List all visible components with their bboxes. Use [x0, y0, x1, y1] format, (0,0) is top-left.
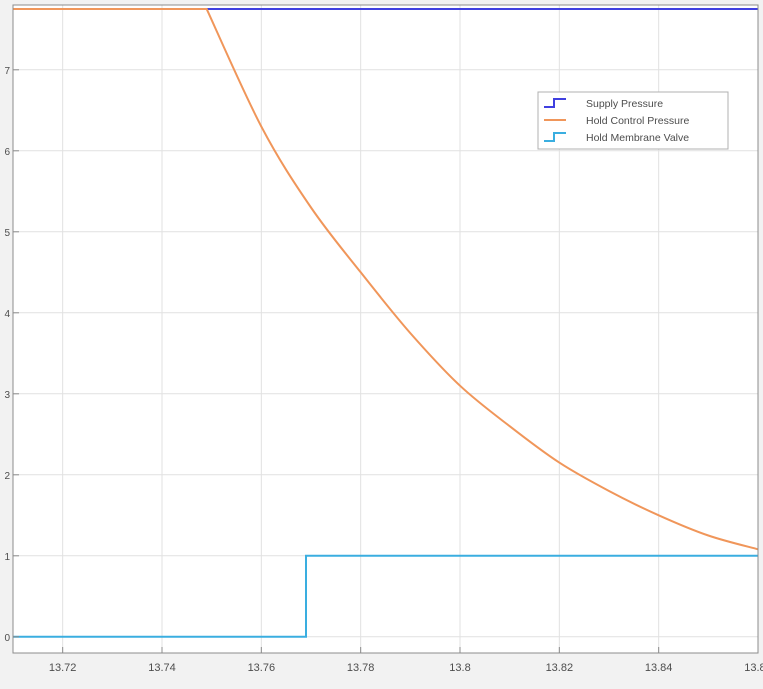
y-tick-label: 6 — [4, 147, 10, 158]
y-tick-label: 0 — [4, 633, 10, 644]
x-tick-label: 13.72 — [49, 662, 77, 674]
legend-box — [537, 91, 729, 150]
legend[interactable]: Supply Pressure Hold Control Pressure Hold… — [537, 91, 729, 150]
series-line-2 — [13, 554, 758, 638]
x-tick-label: 13.82 — [546, 662, 574, 674]
legend-label: Hold Control Pressure — [586, 115, 689, 127]
axis-ticks: 13.72 13.74 13.76 13.78 13.8 13.82 13.84 13.86 0… — [4, 66, 763, 674]
series-line-1 — [13, 8, 759, 551]
y-tick-label: 2 — [4, 471, 10, 482]
x-tick-label: 13.86 — [744, 662, 763, 674]
y-tick-label: 3 — [4, 390, 10, 401]
y-tick-label: 1 — [4, 552, 10, 563]
legend-label: Supply Pressure — [586, 98, 663, 110]
x-tick-label: 13.78 — [347, 662, 375, 674]
legend-swatch — [544, 132, 566, 142]
x-tick-label: 13.8 — [449, 662, 470, 674]
y-tick-label: 5 — [4, 228, 10, 239]
plot-border — [12, 4, 759, 654]
x-tick-label: 13.84 — [645, 662, 673, 674]
x-tick-label: 13.76 — [248, 662, 276, 674]
y-tick-label: 4 — [4, 309, 10, 320]
legend-swatch — [544, 98, 566, 108]
legend-label: Hold Membrane Valve — [586, 132, 689, 144]
x-tick-label: 13.74 — [148, 662, 176, 674]
y-tick-label: 7 — [4, 66, 10, 77]
series-lines — [13, 8, 759, 638]
